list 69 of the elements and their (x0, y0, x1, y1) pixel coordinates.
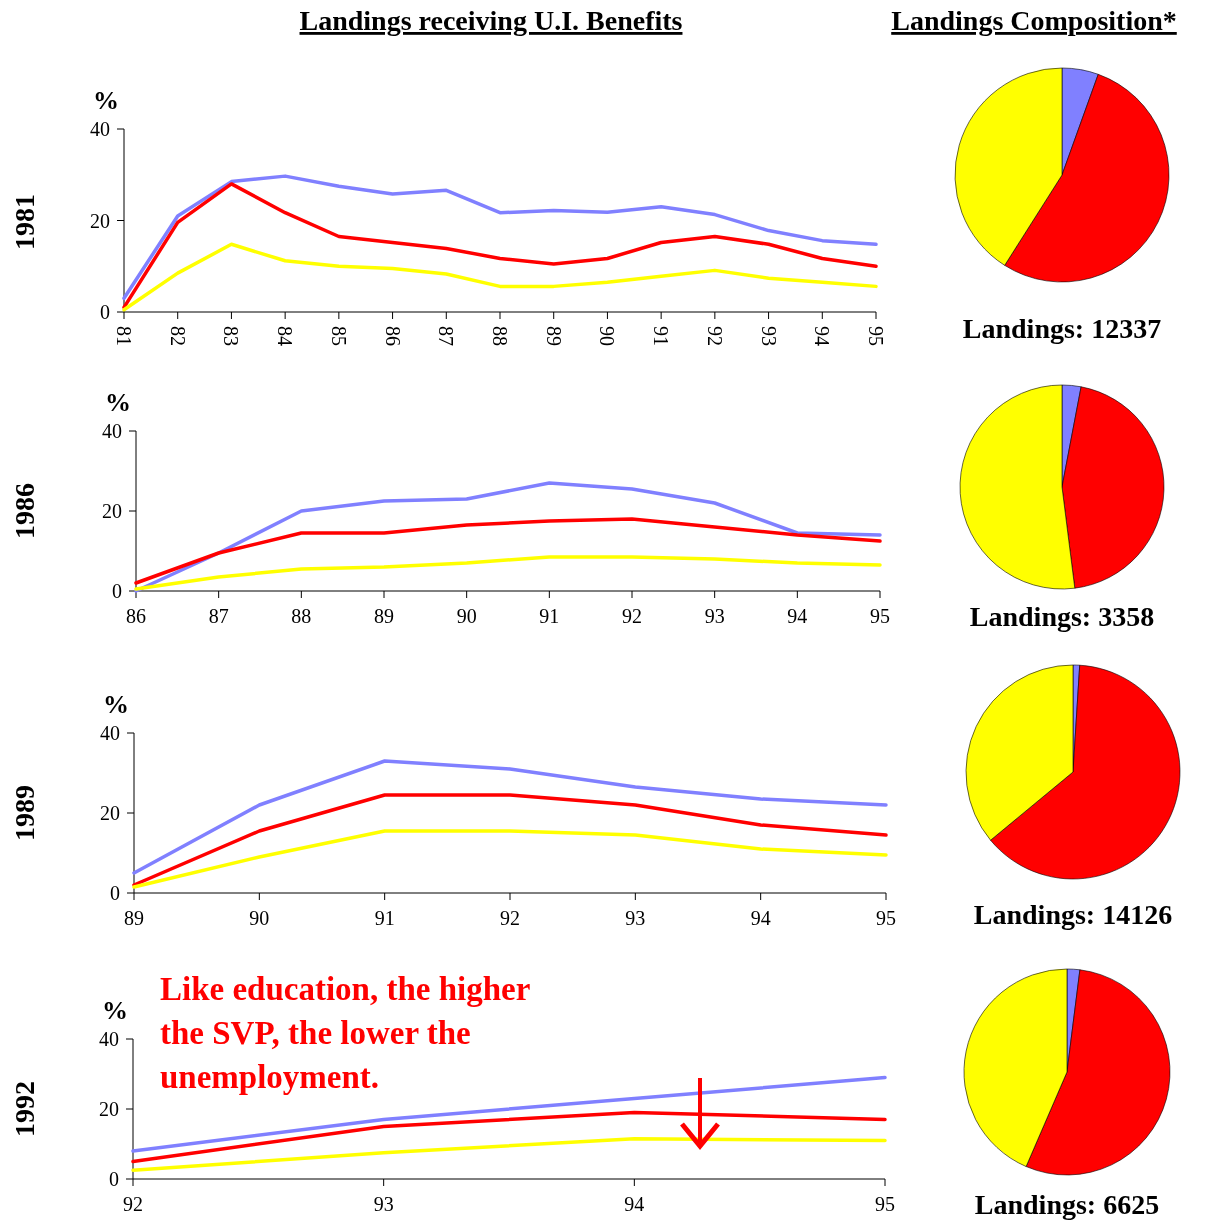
y-tick-label: 20 (102, 500, 122, 522)
y-tick-label: 20 (100, 802, 120, 824)
y-axis-title: % (103, 690, 129, 719)
line-series (131, 1110, 887, 1164)
x-tick-label: 87 (435, 326, 458, 346)
x-tick-label: 92 (500, 907, 520, 929)
y-tick-label: 0 (109, 1168, 119, 1190)
x-tick-label: 84 (274, 326, 297, 346)
x-tick-label: 95 (865, 326, 887, 346)
y-tick-label: 40 (102, 420, 122, 442)
x-tick-label: 91 (650, 326, 673, 346)
x-tick-label: 87 (208, 605, 229, 627)
line-series (132, 793, 888, 887)
x-tick-label: 90 (596, 326, 619, 346)
y-tick-label: 20 (99, 1098, 119, 1120)
x-tick-label: 89 (374, 605, 394, 627)
x-tick-label: 88 (291, 605, 312, 627)
x-tick-label: 86 (381, 326, 404, 346)
text: Landings: 6625 (974, 1189, 1160, 1220)
x-tick-label: 93 (704, 605, 725, 627)
line-series (131, 1137, 887, 1172)
x-tick-label: 94 (750, 907, 771, 929)
text: 1986 (9, 483, 40, 539)
text: 1989 (9, 785, 40, 841)
chart-title: Landings receiving U.I. Benefits (299, 5, 683, 36)
x-tick-label: 94 (624, 1193, 645, 1215)
x-tick-label: 95 (876, 907, 896, 929)
y-axis-title: % (105, 388, 131, 417)
line-series (132, 759, 888, 875)
line-series (132, 829, 888, 889)
x-tick-label: 83 (220, 326, 243, 346)
x-tick-label: 91 (374, 907, 395, 929)
y-tick-label: 0 (110, 882, 120, 904)
y-tick-label: 40 (100, 722, 120, 744)
y-axis-title: % (102, 996, 128, 1025)
x-tick-label: 88 (489, 326, 511, 346)
annotation: Like education, the higher the SVP, the lower the unemployment. (160, 971, 531, 1095)
y-tick-label: 0 (100, 301, 110, 323)
chart-title: Landings Composition* (891, 5, 1177, 36)
x-tick-label: 94 (787, 605, 808, 627)
x-tick-label: 93 (373, 1193, 394, 1215)
text: 1981 (9, 194, 40, 250)
x-tick-label: 95 (875, 1193, 895, 1215)
x-tick-label: 92 (123, 1193, 143, 1215)
line-series (134, 517, 882, 585)
x-tick-label: 82 (166, 326, 189, 346)
x-tick-label: 89 (124, 907, 144, 929)
x-tick-label: 93 (625, 907, 646, 929)
y-tick-label: 20 (90, 209, 110, 232)
x-tick-label: 92 (622, 605, 642, 627)
x-tick-label: 85 (327, 326, 350, 346)
text: Landings: 3358 (969, 601, 1155, 632)
text: 1992 (9, 1081, 40, 1137)
text: Landings: 12337 (962, 313, 1162, 344)
y-tick-label: 40 (90, 118, 110, 140)
x-tick-label: 95 (870, 605, 890, 627)
x-tick-label: 89 (542, 326, 565, 346)
x-tick-label: 92 (703, 326, 726, 346)
x-tick-label: 90 (249, 907, 270, 929)
text: Landings: 14126 (973, 899, 1173, 930)
x-tick-label: 94 (811, 326, 834, 346)
x-tick-label: 86 (126, 605, 146, 627)
x-tick-label: 93 (757, 326, 780, 346)
x-tick-label: 91 (539, 605, 560, 627)
x-tick-label: 81 (113, 326, 135, 346)
y-tick-label: 40 (99, 1028, 119, 1050)
y-axis-title: % (93, 86, 119, 115)
y-tick-label: 0 (112, 580, 122, 602)
x-tick-label: 90 (456, 605, 477, 627)
